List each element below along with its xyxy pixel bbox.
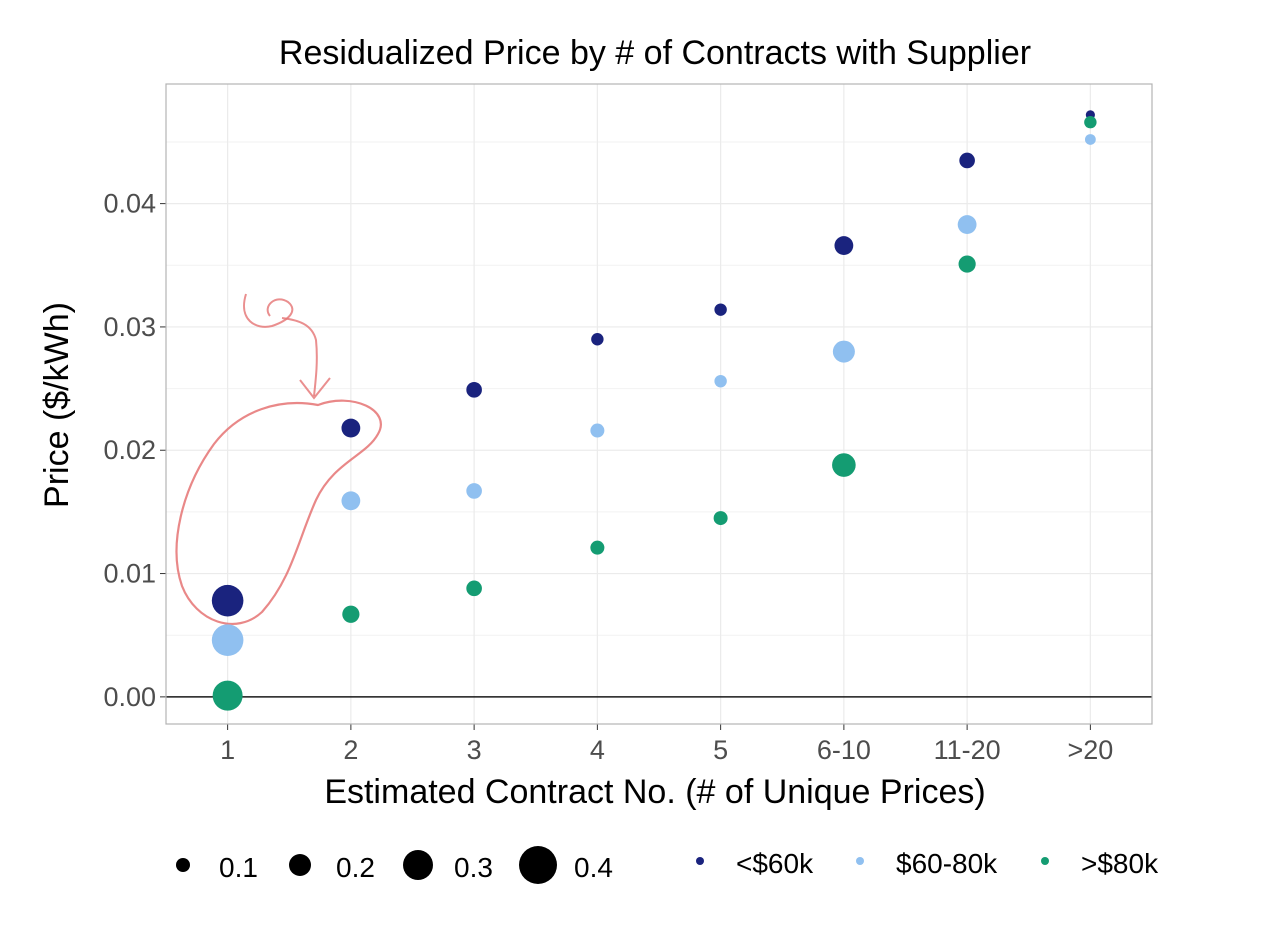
data-point xyxy=(714,374,727,388)
axes: 0.00 0.01 0.02 0.03 0.04 1 2 3 4 5 6-10 11-20 >20 xyxy=(103,189,1152,765)
data-point xyxy=(713,511,728,526)
color-legend-label: $60-80k xyxy=(896,848,998,879)
y-tick-label: 0.04 xyxy=(103,189,156,219)
color-legend-key xyxy=(856,857,864,865)
annotation-loop xyxy=(175,399,382,625)
size-legend-label: 0.3 xyxy=(454,852,493,883)
color-legend-key xyxy=(1041,857,1049,865)
data-point xyxy=(590,423,605,438)
data-point xyxy=(834,236,854,255)
data-point xyxy=(590,540,605,555)
x-tick-label: 6-10 xyxy=(817,735,871,765)
x-tick-label: 1 xyxy=(220,735,235,765)
plot-panel xyxy=(166,84,1152,724)
color-legend-label: >$80k xyxy=(1081,848,1159,879)
data-point xyxy=(341,491,361,511)
x-tick-label: 5 xyxy=(713,735,728,765)
data-point xyxy=(832,340,855,363)
size-legend-label: 0.1 xyxy=(219,852,258,883)
chart-title: Residualized Price by # of Contracts wit… xyxy=(279,34,1031,72)
data-point xyxy=(466,580,482,597)
x-tick-label: 3 xyxy=(467,735,482,765)
data-point xyxy=(1084,134,1096,145)
data-point xyxy=(591,333,604,346)
color-legend-label: <$60k xyxy=(736,848,814,879)
y-tick-label: 0.03 xyxy=(103,312,156,342)
data-point xyxy=(1084,116,1097,129)
data-point xyxy=(959,152,975,169)
x-tick-label: >20 xyxy=(1067,735,1113,765)
color-legend-key xyxy=(696,857,704,865)
y-tick-label: 0.01 xyxy=(103,559,156,589)
data-point xyxy=(211,584,244,617)
data-point xyxy=(342,605,360,623)
y-tick-label: 0.02 xyxy=(103,435,156,465)
size-legend-key xyxy=(176,858,190,872)
x-tick-label: 2 xyxy=(343,735,358,765)
annotation-arrow-line xyxy=(281,317,318,397)
data-point xyxy=(957,215,977,234)
data-points xyxy=(211,110,1097,711)
x-tick-label: 4 xyxy=(590,735,605,765)
data-point xyxy=(341,418,361,438)
data-point xyxy=(466,483,482,499)
legend: 0.1 0.2 0.3 0.4 <$60k $60-80k >$80k xyxy=(176,846,1159,884)
panel-border xyxy=(165,83,1153,725)
size-legend-label: 0.2 xyxy=(336,852,375,883)
size-legend-key xyxy=(403,850,433,880)
annotation-arrow-head xyxy=(299,377,331,400)
size-legend-key xyxy=(289,854,311,876)
data-point xyxy=(466,382,482,398)
y-tick-label: 0.00 xyxy=(103,682,156,712)
hand-drawn-annotation xyxy=(175,293,382,625)
data-point xyxy=(832,453,856,477)
size-legend-label: 0.4 xyxy=(574,852,613,883)
data-point xyxy=(211,624,244,656)
x-axis-title: Estimated Contract No. (# of Unique Pric… xyxy=(324,773,985,811)
data-point xyxy=(958,255,976,273)
x-tick-label: 11-20 xyxy=(934,735,1001,765)
y-axis-title: Price ($/kWh) xyxy=(38,302,76,508)
size-legend-key xyxy=(519,846,557,884)
data-point xyxy=(212,680,243,711)
annotation-scribble xyxy=(243,293,294,328)
data-point xyxy=(714,303,727,316)
gridlines xyxy=(166,84,1152,724)
